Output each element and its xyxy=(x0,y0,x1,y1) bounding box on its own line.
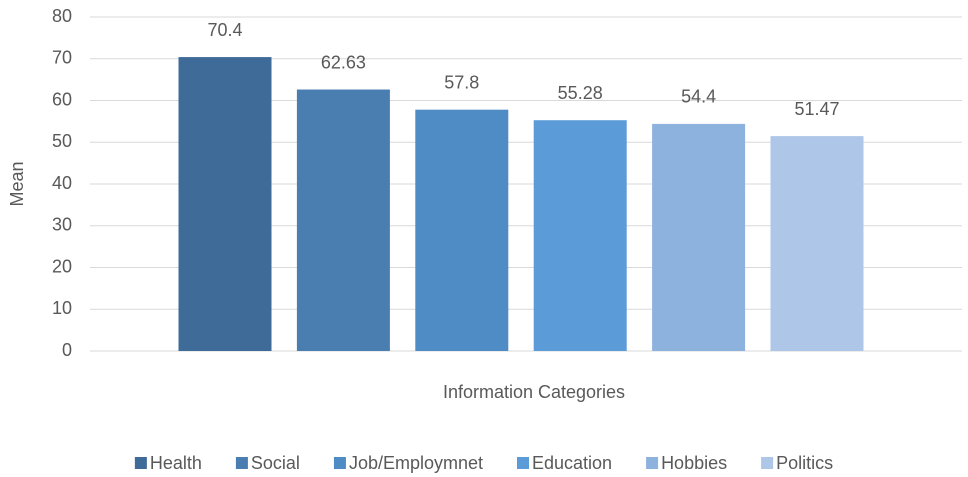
legend-label: Education xyxy=(532,453,612,473)
bar xyxy=(533,120,627,352)
legend-label: Hobbies xyxy=(661,453,727,473)
x-axis-title: Information Categories xyxy=(443,382,625,402)
data-label: 70.4 xyxy=(207,20,242,40)
y-tick-label: 80 xyxy=(52,6,72,26)
legend-label: Social xyxy=(251,453,300,473)
bar xyxy=(652,123,746,351)
y-tick-label: 40 xyxy=(52,173,72,193)
data-label: 54.4 xyxy=(681,87,716,107)
legend-swatch xyxy=(235,457,248,469)
bar xyxy=(178,57,272,352)
data-label: 57.8 xyxy=(444,72,479,92)
data-label: 51.47 xyxy=(794,99,839,119)
legend-label: Health xyxy=(150,453,202,473)
bar xyxy=(770,136,864,351)
legend-label: Politics xyxy=(776,453,833,473)
y-tick-label: 0 xyxy=(62,340,72,360)
bar xyxy=(415,109,509,351)
y-tick-label: 70 xyxy=(52,48,72,68)
legend-swatch xyxy=(517,457,529,469)
y-axis-title: Mean xyxy=(7,161,27,206)
bar xyxy=(296,89,390,352)
y-tick-label: 20 xyxy=(52,256,72,276)
legend-swatch xyxy=(646,457,659,469)
data-label: 55.28 xyxy=(558,83,603,103)
legend-label: Job/Employmnet xyxy=(349,453,483,473)
y-tick-label: 50 xyxy=(52,131,72,151)
legend-swatch xyxy=(134,457,147,469)
legend-swatch xyxy=(761,457,774,469)
y-tick-label: 30 xyxy=(52,215,72,235)
y-tick-label: 10 xyxy=(52,298,72,318)
y-tick-label: 60 xyxy=(52,89,72,109)
data-label: 62.63 xyxy=(321,52,366,72)
legend-swatch xyxy=(333,457,346,469)
